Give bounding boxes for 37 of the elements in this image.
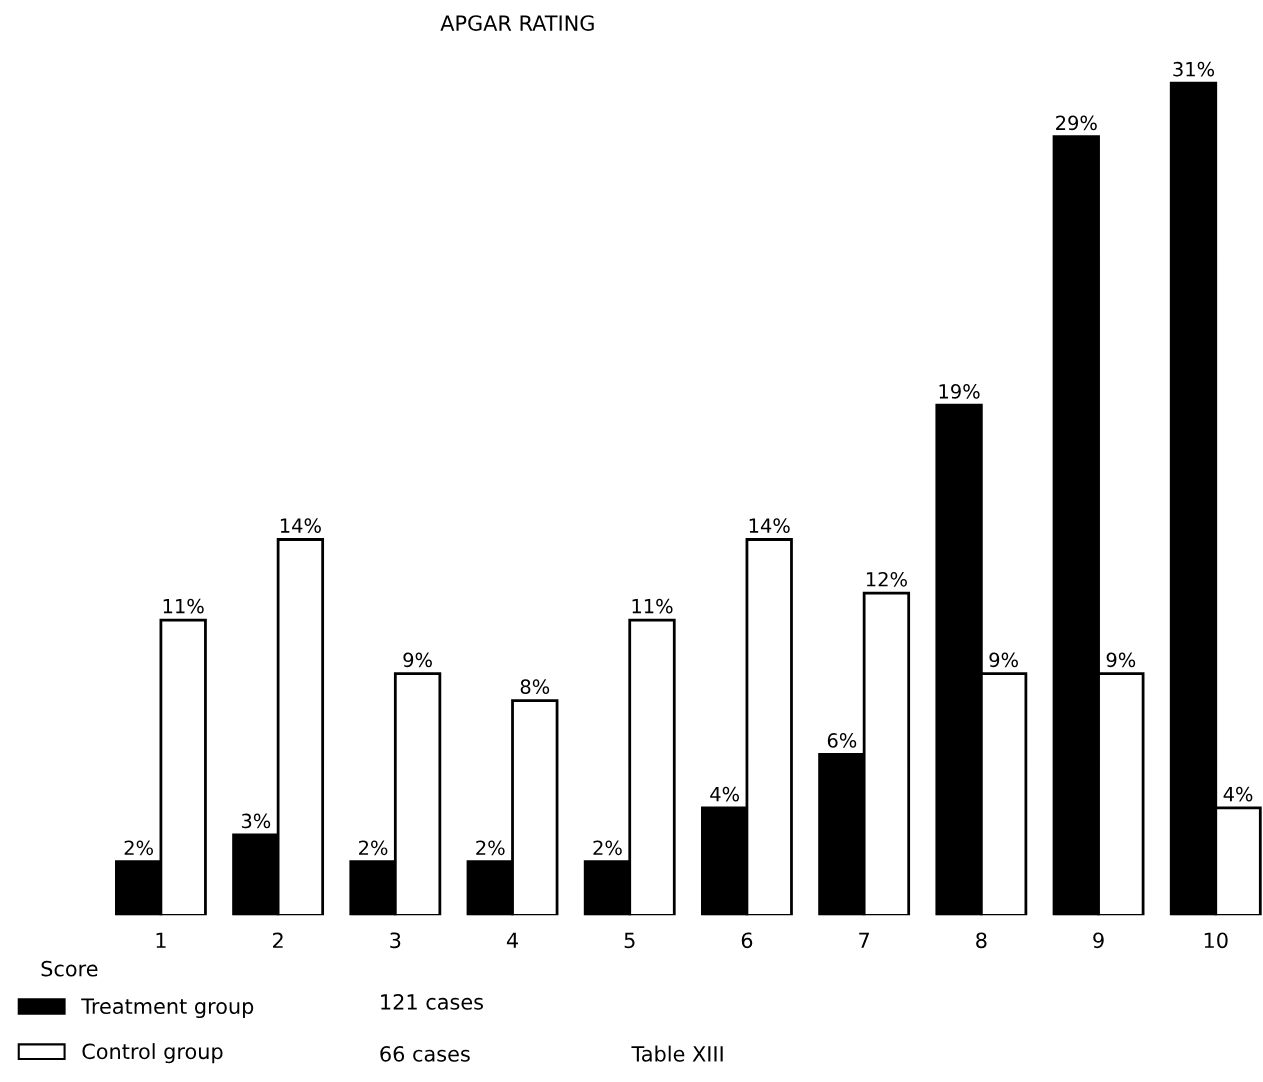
text: Table XIII — [631, 1045, 723, 1062]
data-label: 14% — [280, 518, 321, 533]
chart-title: APGAR RATING — [440, 15, 594, 31]
x-axis-title: Score — [41, 960, 98, 977]
text: 66 cases — [380, 1045, 470, 1062]
data-label: 2% — [124, 840, 153, 856]
legend-label: Control group — [82, 1043, 223, 1064]
data-label: 14% — [749, 518, 790, 533]
data-label: 4% — [1223, 786, 1253, 802]
x-tick-label: 5 — [624, 932, 635, 949]
data-label: 9% — [989, 652, 1018, 668]
x-tick-label: 10 — [1204, 932, 1228, 949]
data-label: 12% — [866, 571, 907, 587]
legend-label: Treatment group — [81, 998, 254, 1019]
data-label: 2% — [593, 840, 622, 856]
x-tick-label: 2 — [273, 932, 283, 948]
text: 121 cases — [381, 994, 484, 1010]
x-tick-label: 1 — [156, 932, 166, 948]
x-tick-label: 9 — [1093, 932, 1104, 949]
data-label: 8% — [520, 679, 550, 695]
data-label: 9% — [1106, 652, 1136, 668]
data-label: 29% — [1056, 115, 1097, 131]
x-tick-label: 3 — [390, 932, 401, 949]
data-label: 4% — [710, 786, 740, 802]
data-label: 2% — [476, 840, 505, 856]
data-label: 19% — [939, 383, 980, 399]
data-label: 11% — [632, 598, 673, 614]
data-label: 3% — [241, 813, 271, 829]
data-label: 11% — [163, 598, 204, 614]
x-tick-label: 8 — [976, 932, 987, 949]
x-tick-label: 7 — [859, 932, 869, 948]
data-label: 9% — [403, 652, 432, 668]
x-tick-label: 4 — [506, 932, 518, 948]
data-label: 6% — [827, 733, 857, 748]
x-tick-label: 6 — [741, 932, 753, 949]
data-label: 31% — [1173, 61, 1215, 77]
data-label: 2% — [359, 840, 388, 856]
